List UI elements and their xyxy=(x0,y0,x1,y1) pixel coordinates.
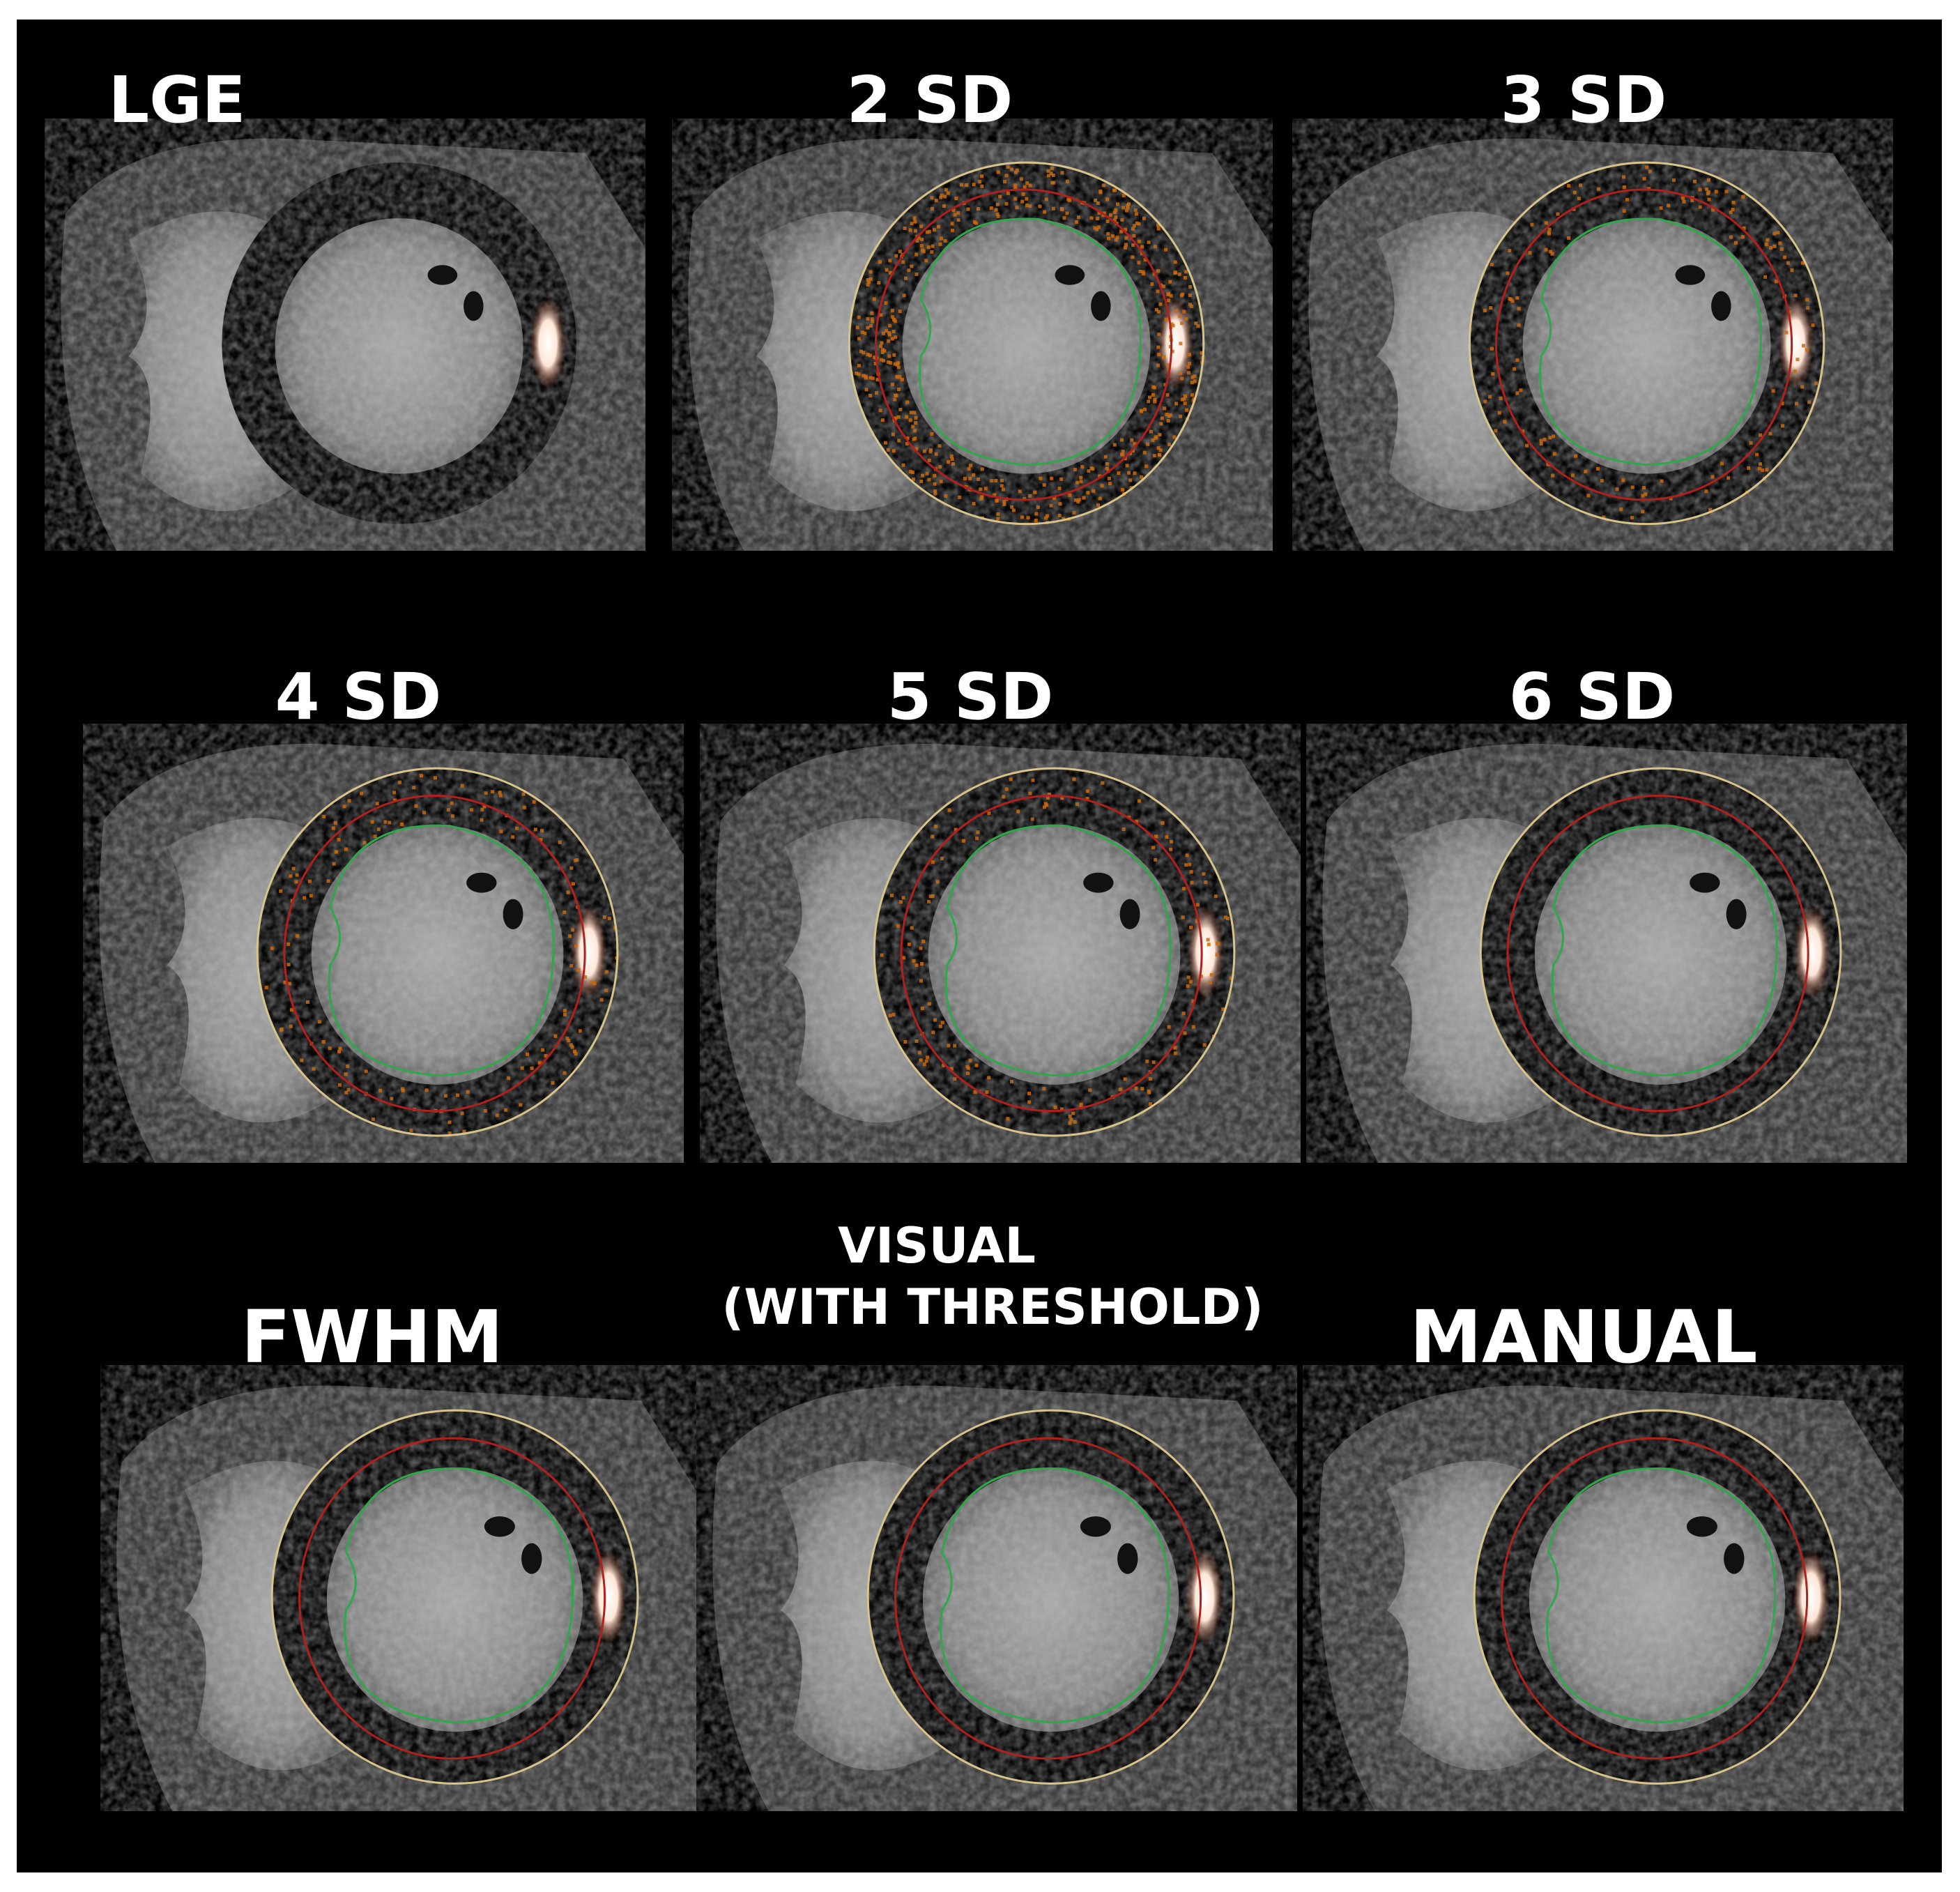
panel-title: MANUAL xyxy=(1409,1295,1758,1380)
cardiac-mri-image xyxy=(1306,724,1907,1163)
cardiac-mri-image xyxy=(700,724,1301,1163)
cardiac-mri-image xyxy=(672,119,1273,551)
figure-panel-grid: LGE xyxy=(17,20,1942,1872)
cardiac-mri-image xyxy=(83,724,684,1163)
panel-subtitle: (WITH THRESHOLD) xyxy=(721,1279,1264,1336)
cardiac-mri-image xyxy=(1292,119,1893,551)
cardiac-mri-image xyxy=(696,1365,1297,1811)
cardiac-mri-image xyxy=(100,1365,701,1811)
panel-title: 6 SD xyxy=(1508,659,1676,734)
panel-title: FWHM xyxy=(240,1295,504,1380)
panel-title: 3 SD xyxy=(1500,63,1667,137)
cardiac-mri-image xyxy=(45,119,645,551)
panel-title: VISUAL xyxy=(837,1217,1036,1274)
panel-title: 2 SD xyxy=(846,63,1013,137)
panel-title: 4 SD xyxy=(275,659,442,734)
panel-title: 5 SD xyxy=(887,659,1054,734)
cardiac-mri-image xyxy=(1303,1365,1904,1811)
panel-title: LGE xyxy=(108,63,246,137)
